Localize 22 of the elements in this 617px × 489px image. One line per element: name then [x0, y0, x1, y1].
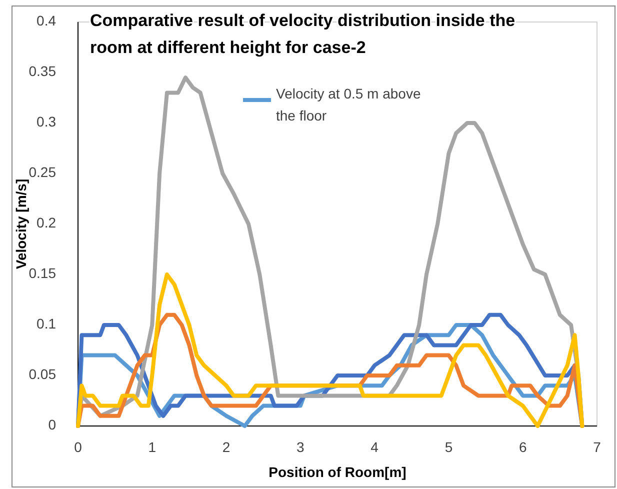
- y-tick-label: 0.3: [36, 114, 56, 130]
- x-tick-label: 4: [370, 439, 379, 455]
- y-tick-label: 0.15: [28, 265, 56, 282]
- y-tick-label: 0.4: [36, 12, 56, 29]
- x-tick-label: 0: [74, 439, 82, 455]
- x-axis-title: Position of Room[m]: [268, 464, 406, 480]
- legend-label: Velocity at 0.5 m above the floor: [276, 86, 421, 124]
- y-tick-label: 0: [48, 416, 56, 433]
- x-tick-label: 7: [593, 439, 602, 455]
- y-tick-label: 0.2: [36, 214, 56, 231]
- y-tick-label: 0.1: [36, 316, 56, 332]
- x-tick-label: 5: [444, 439, 453, 455]
- y-tick-label: 0.35: [28, 63, 56, 80]
- y-tick-label: 0.25: [28, 164, 56, 180]
- chart-title: Comparative result of velocity distribution inside the room at different height for case-2: [90, 11, 516, 57]
- x-tick-label: 6: [518, 439, 527, 455]
- x-tick-label: 1: [148, 439, 156, 455]
- x-tick-label: 2: [222, 439, 230, 455]
- x-tick-label: 3: [296, 439, 305, 455]
- y-axis-title: Velocity [m/s]: [13, 178, 29, 270]
- y-tick-label: 0.05: [28, 366, 56, 382]
- line-series: [76, 272, 584, 428]
